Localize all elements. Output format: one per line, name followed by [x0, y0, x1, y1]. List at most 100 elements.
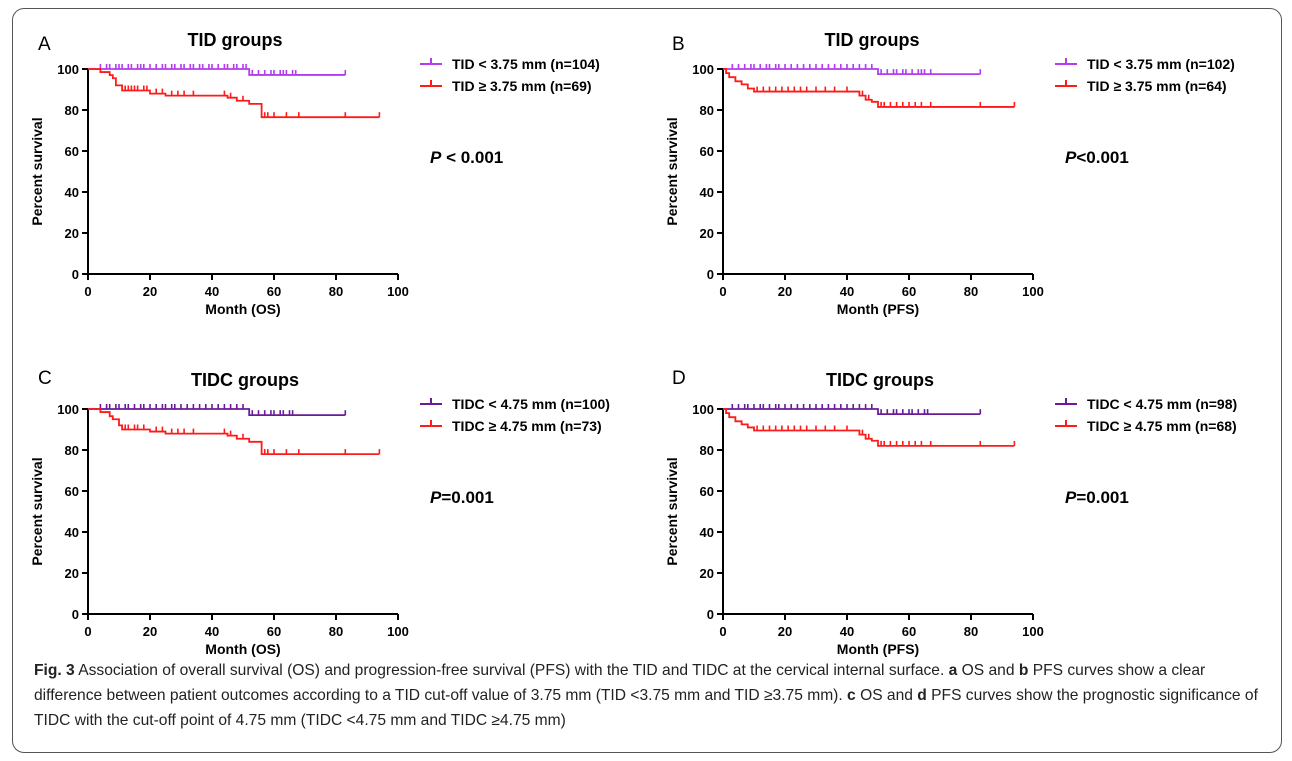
p-value-b: P<0.001 — [1065, 148, 1129, 167]
x-tick-label-c: 60 — [267, 624, 281, 639]
chart-title-a: TID groups — [188, 30, 283, 50]
x-tick-label-c: 20 — [143, 624, 157, 639]
y-tick-label-a: 80 — [65, 103, 79, 118]
y-tick-label-a: 0 — [72, 267, 79, 282]
y-tick-label-b: 40 — [700, 185, 714, 200]
x-tick-label-a: 100 — [387, 284, 409, 299]
y-tick-label-c: 100 — [57, 402, 79, 417]
x-tick-label-a: 40 — [205, 284, 219, 299]
series-line-d-2 — [723, 408, 1015, 447]
x-tick-label-d: 80 — [964, 624, 978, 639]
caption-text-1: Association of overall survival (OS) and… — [74, 662, 949, 679]
p-symbol-b: P — [1065, 148, 1077, 167]
p-value-text-b: <0.001 — [1076, 148, 1128, 167]
chart-title-c: TIDC groups — [191, 370, 299, 390]
y-tick-label-c: 20 — [65, 566, 79, 581]
x-tick-label-b: 40 — [840, 284, 854, 299]
figure-frame — [12, 8, 1282, 753]
legend-label-a-2: TID ≥ 3.75 mm (n=69) — [452, 78, 592, 94]
y-tick-label-b: 20 — [700, 226, 714, 241]
y-axis-label-d: Percent survival — [664, 457, 680, 565]
caption-panel-d: d — [917, 687, 927, 704]
x-tick-label-a: 0 — [84, 284, 91, 299]
y-axis-label-a: Percent survival — [29, 117, 45, 225]
series-line-d-1 — [723, 408, 981, 416]
legend-label-d-1: TIDC < 4.75 mm (n=98) — [1087, 396, 1237, 412]
x-tick-label-d: 0 — [719, 624, 726, 639]
chart-title-b: TID groups — [825, 30, 920, 50]
series-line-c-2 — [88, 408, 380, 455]
p-value-d: P=0.001 — [1065, 488, 1129, 507]
y-axis-label-b: Percent survival — [664, 117, 680, 225]
x-tick-label-d: 60 — [902, 624, 916, 639]
panel-label-c: C — [38, 368, 52, 389]
x-tick-label-b: 0 — [719, 284, 726, 299]
legend-label-c-1: TIDC < 4.75 mm (n=100) — [452, 396, 610, 412]
y-tick-label-c: 80 — [65, 443, 79, 458]
legend-label-c-2: TIDC ≥ 4.75 mm (n=73) — [452, 418, 602, 434]
series-line-b-2 — [723, 68, 1015, 108]
y-tick-label-a: 60 — [65, 144, 79, 159]
series-line-a-1 — [88, 68, 346, 76]
x-tick-label-a: 20 — [143, 284, 157, 299]
y-tick-label-d: 100 — [692, 402, 714, 417]
legend-label-b-1: TID < 3.75 mm (n=102) — [1087, 56, 1235, 72]
y-tick-label-b: 0 — [707, 267, 714, 282]
p-symbol-c: P — [430, 488, 442, 507]
y-tick-label-a: 100 — [57, 62, 79, 77]
x-tick-label-d: 20 — [778, 624, 792, 639]
caption-panel-a: a — [948, 662, 958, 679]
y-tick-label-d: 80 — [700, 443, 714, 458]
y-tick-label-b: 100 — [692, 62, 714, 77]
y-tick-label-b: 80 — [700, 103, 714, 118]
p-value-a: P < 0.001 — [430, 148, 503, 167]
legend-label-a-1: TID < 3.75 mm (n=104) — [452, 56, 600, 72]
x-tick-label-d: 40 — [840, 624, 854, 639]
panel-label-d: D — [672, 368, 686, 389]
x-axis-label-c: Month (OS) — [205, 641, 280, 657]
x-tick-label-b: 60 — [902, 284, 916, 299]
x-tick-label-c: 100 — [387, 624, 409, 639]
legend-label-d-2: TIDC ≥ 4.75 mm (n=68) — [1087, 418, 1237, 434]
x-tick-label-b: 100 — [1022, 284, 1044, 299]
y-tick-label-d: 0 — [707, 607, 714, 622]
figure-caption: Fig. 3 Association of overall survival (… — [34, 658, 1269, 733]
x-tick-label-d: 100 — [1022, 624, 1044, 639]
caption-panel-b: b — [1018, 662, 1029, 679]
x-tick-label-b: 20 — [778, 284, 792, 299]
y-tick-label-a: 40 — [65, 185, 79, 200]
y-tick-label-c: 40 — [65, 525, 79, 540]
y-tick-label-d: 40 — [700, 525, 714, 540]
y-tick-label-d: 20 — [700, 566, 714, 581]
x-axis-label-d: Month (PFS) — [837, 641, 919, 657]
p-value-c: P=0.001 — [430, 488, 494, 507]
y-tick-label-d: 60 — [700, 484, 714, 499]
caption-text-5: PFS curves show the prognostic significa… — [34, 687, 1258, 729]
p-value-text-a: < 0.001 — [441, 148, 503, 167]
p-value-text-c: =0.001 — [441, 488, 493, 507]
y-tick-label-a: 20 — [65, 226, 79, 241]
panel-label-a: A — [38, 34, 51, 55]
y-axis-label-c: Percent survival — [29, 457, 45, 565]
p-symbol-a: P — [430, 148, 442, 167]
y-tick-label-c: 0 — [72, 607, 79, 622]
chart-title-d: TIDC groups — [826, 370, 934, 390]
p-value-text-d: =0.001 — [1076, 488, 1128, 507]
x-tick-label-c: 80 — [329, 624, 343, 639]
x-axis-label-a: Month (OS) — [205, 301, 280, 317]
x-tick-label-b: 80 — [964, 284, 978, 299]
legend-label-b-2: TID ≥ 3.75 mm (n=64) — [1087, 78, 1227, 94]
x-tick-label-c: 40 — [205, 624, 219, 639]
x-tick-label-a: 80 — [329, 284, 343, 299]
panel-b: B TID groups 0 20 40 60 80 100 0 20 40 60 80 100 Month… — [664, 30, 1235, 317]
panel-c: C TIDC groups 0 20 40 60 80 100 0 20 40 60 80 100 Mont… — [29, 368, 610, 657]
panel-a: A TID groups 0 20 40 60 80 100 0 20 40 60 80 100 Month… — [29, 30, 600, 317]
series-line-c-1 — [88, 408, 346, 417]
caption-text-2: OS and — [957, 662, 1019, 679]
series-line-b-1 — [723, 68, 981, 76]
caption-text-3: PFS curves show a clear difference betwe… — [34, 662, 1206, 704]
x-tick-label-a: 60 — [267, 284, 281, 299]
p-symbol-d: P — [1065, 488, 1077, 507]
y-tick-label-b: 60 — [700, 144, 714, 159]
